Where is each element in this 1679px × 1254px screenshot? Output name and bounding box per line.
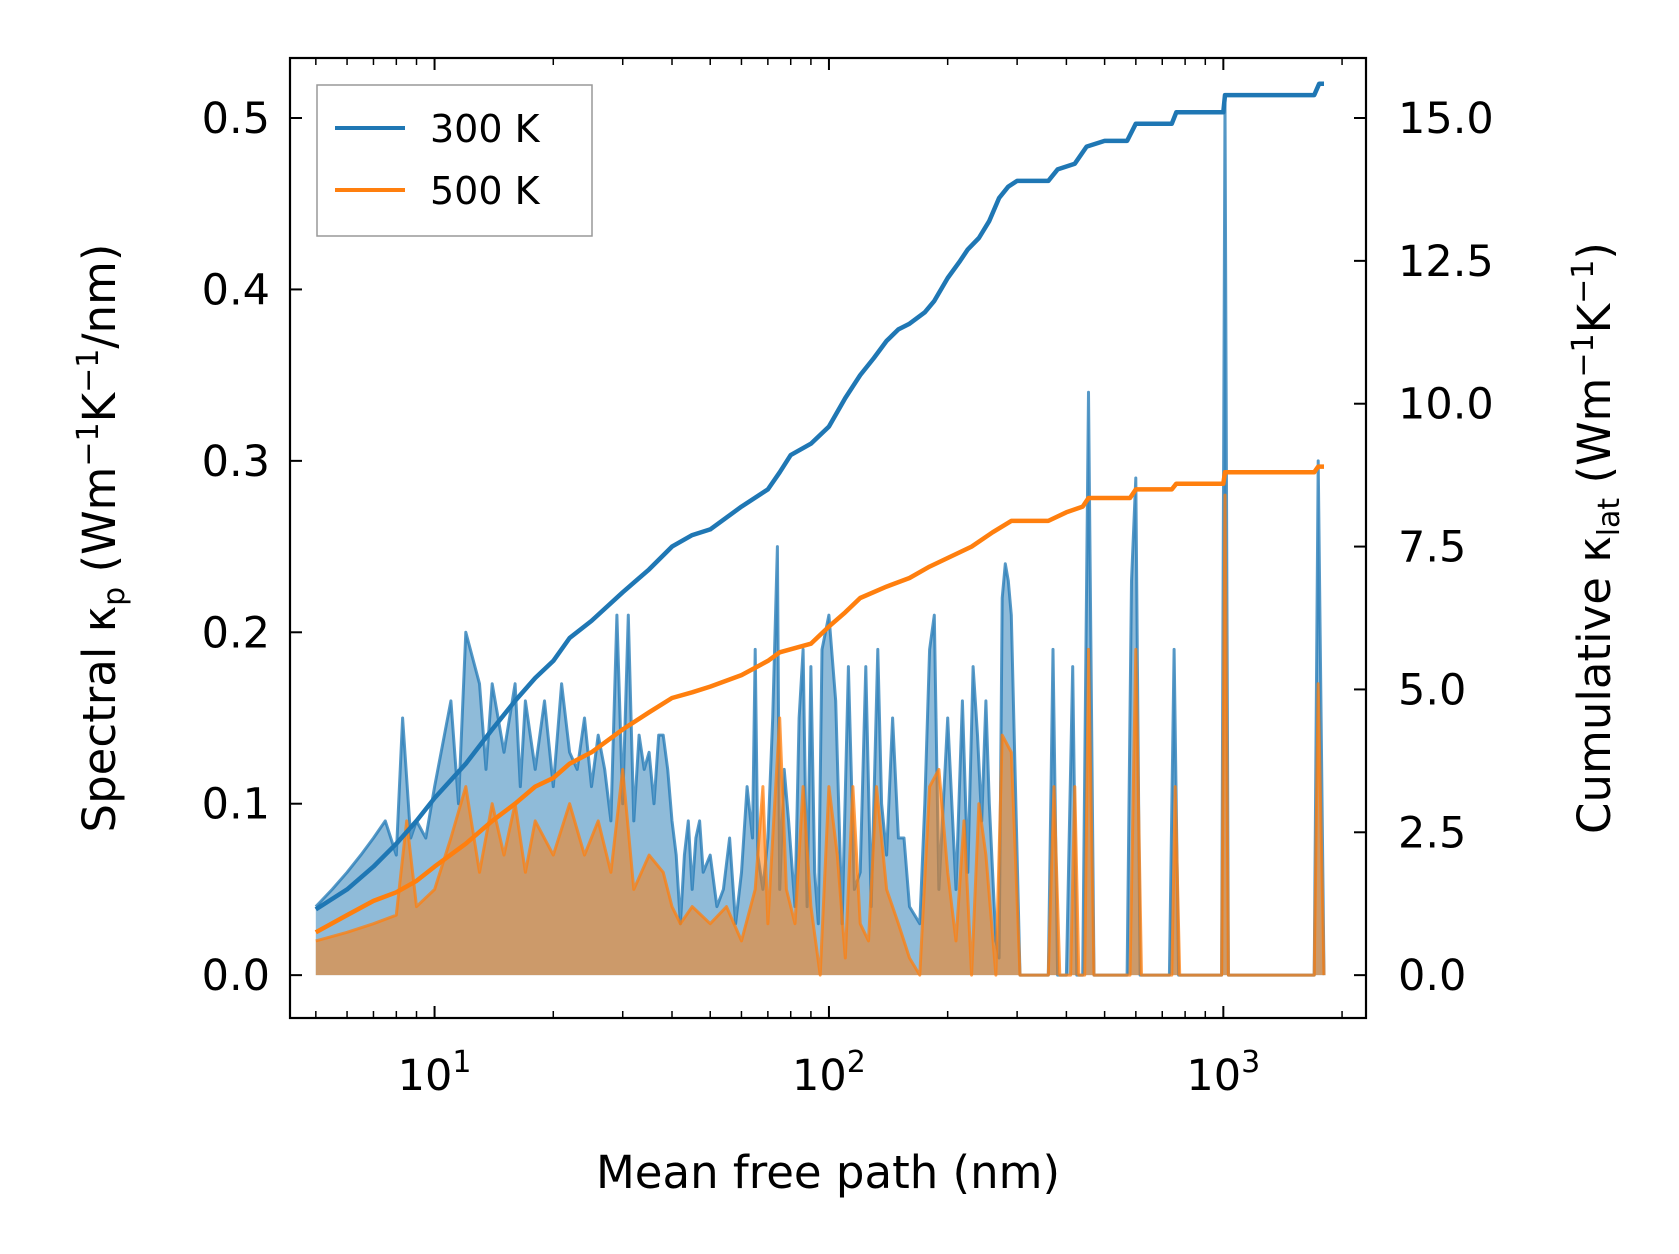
y-left-tick-label: 0.2: [202, 608, 270, 658]
spectral-area-500k: [315, 495, 1324, 976]
y-left-tick-label: 0.0: [202, 951, 270, 1001]
series-lines: [314, 81, 1324, 935]
cumulative-line-500k: [314, 464, 1324, 935]
spectral-line-500k: [315, 493, 1326, 977]
spectral-line-300k: [314, 99, 1326, 977]
y-axis-right-title: Cumulative κlat (Wm−1K−1): [1566, 242, 1627, 834]
y-right-tick-label: 10.0: [1398, 380, 1494, 430]
x-tick-label: 101: [398, 1045, 472, 1101]
x-tick-label: 103: [1186, 1045, 1260, 1101]
y-left-tick-label: 0.3: [202, 437, 270, 487]
y-right-tick-label: 12.5: [1398, 237, 1494, 287]
y-right-tick-label: 5.0: [1398, 665, 1466, 715]
legend: 300 K 500 K: [316, 84, 593, 237]
legend-box: [316, 84, 593, 237]
cumulative-line-300k: [314, 81, 1324, 912]
y-right-tick-label: 7.5: [1398, 523, 1466, 573]
legend-label-300k: 300 K: [430, 107, 541, 151]
x-axis-title: Mean free path (nm): [596, 1146, 1060, 1199]
legend-label-500k: 500 K: [430, 169, 541, 213]
x-tick-label: 102: [792, 1045, 866, 1101]
y-left-tick-label: 0.1: [202, 780, 270, 830]
y-right-tick-label: 15.0: [1398, 94, 1494, 144]
y-axis-left-title: Spectral κp (Wm−1K−1/nm): [71, 244, 132, 833]
spectral-fill-areas: [314, 99, 1326, 977]
y-left-tick-label: 0.4: [202, 265, 270, 315]
y-right-tick-label: 0.0: [1398, 951, 1466, 1001]
y-left-tick-label: 0.5: [202, 94, 270, 144]
y-right-tick-label: 2.5: [1398, 808, 1466, 858]
axis-ticks: 101 102 103 0.0 0.1 0.2 0.3 0.4 0.5 0.0 2.5 5.0 7.5 1…: [202, 58, 1494, 1101]
